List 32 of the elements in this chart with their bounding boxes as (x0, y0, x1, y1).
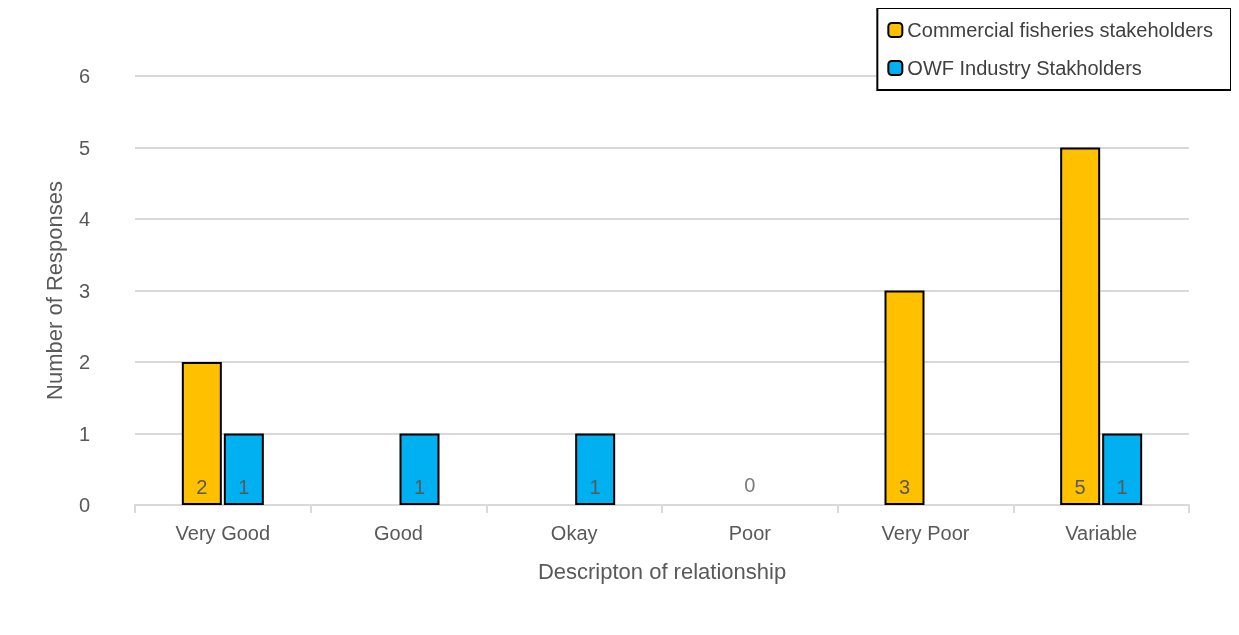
x-tick-label: Variable (1065, 522, 1138, 544)
y-tick-label: 1 (78, 422, 90, 445)
x-tick-label: Very Poor (881, 522, 970, 544)
y-tick-label: 6 (78, 65, 90, 87)
x-tick-label: Good (374, 522, 423, 544)
bar (181, 362, 222, 505)
bar (575, 433, 616, 505)
x-tick-label: Okay (550, 522, 598, 544)
legend-label: Commercial fisheries stakeholders (907, 19, 1214, 41)
data-label: 5 (1074, 476, 1086, 498)
data-label: 3 (898, 476, 911, 498)
data-label: 1 (238, 476, 250, 498)
bar (223, 433, 264, 505)
y-tick-label: 0 (78, 494, 90, 516)
legend-label: OWF Industry Stakholders (907, 57, 1142, 79)
annotation: 0 (744, 474, 756, 496)
data-label: 1 (1116, 476, 1128, 498)
data-label: 1 (413, 476, 426, 498)
data-label: 2 (196, 476, 208, 498)
y-tick-label: 5 (78, 136, 90, 159)
bar (1060, 147, 1101, 505)
x-tick-label: Poor (728, 522, 772, 544)
y-tick-label: 2 (78, 351, 90, 373)
y-axis-title: Number of Responses (41, 181, 67, 400)
x-axis-title: Descripton of relationship (537, 558, 787, 584)
y-tick-label: 4 (78, 208, 90, 230)
x-tick-label: Very Good (175, 522, 271, 544)
bar (399, 433, 440, 505)
bar (884, 290, 925, 505)
bar (1102, 433, 1143, 505)
data-label: 1 (589, 476, 601, 498)
y-tick-label: 3 (78, 279, 90, 302)
